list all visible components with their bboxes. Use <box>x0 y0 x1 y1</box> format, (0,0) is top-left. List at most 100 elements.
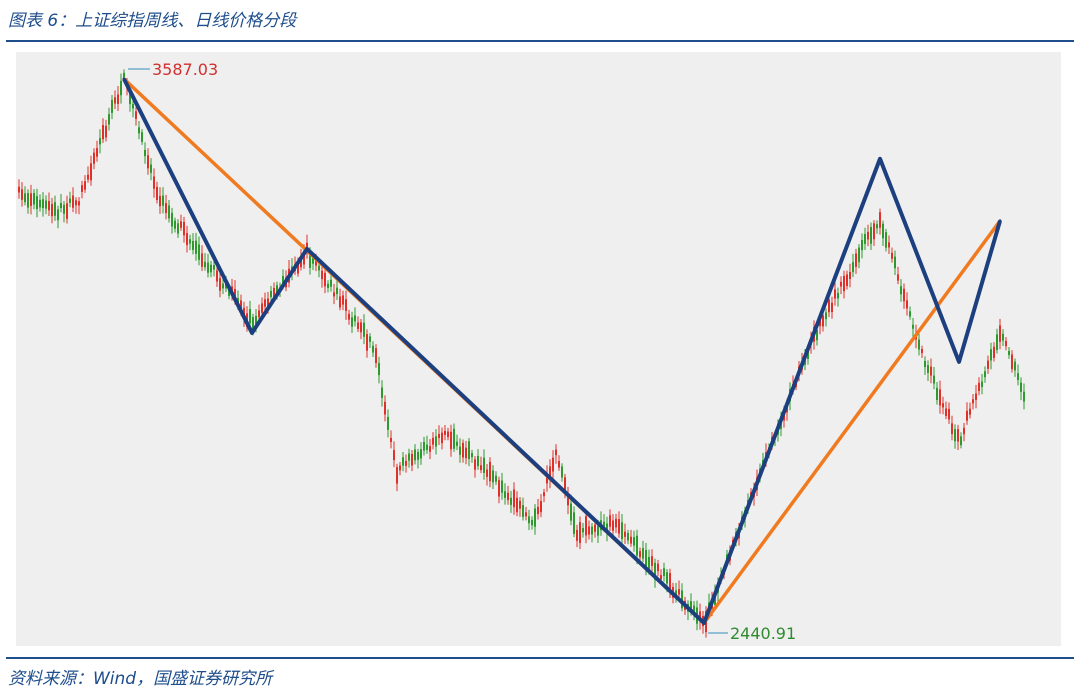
source-note: 资料来源：Wind，国盛证券研究所 <box>8 669 273 689</box>
candle-body <box>930 366 932 376</box>
candle-body <box>945 408 947 416</box>
candle-body <box>72 195 74 208</box>
candle-body <box>327 283 329 288</box>
candle-body <box>447 431 449 438</box>
chart-area: 3587.03 2440.91 <box>16 52 1061 646</box>
candle-body <box>843 275 845 292</box>
candle-body <box>573 512 575 534</box>
candle-body <box>273 287 275 298</box>
candle-body <box>693 605 695 612</box>
candle-body <box>477 455 479 467</box>
candle-body <box>906 300 908 309</box>
candle-body <box>204 261 206 268</box>
candle-body <box>66 203 68 219</box>
candle-body <box>321 270 323 280</box>
candle-body <box>489 461 491 482</box>
candle-body <box>60 202 62 209</box>
candle-body <box>540 501 542 513</box>
candle-body <box>480 465 482 471</box>
candle-body <box>105 125 107 138</box>
candle-body <box>558 460 560 468</box>
candle-body <box>33 192 35 205</box>
candle-body <box>948 408 950 420</box>
candle-body <box>396 467 398 484</box>
candle-body <box>522 505 524 517</box>
annotation-group: 3587.03 2440.91 <box>128 60 796 643</box>
candle-body <box>954 429 956 442</box>
candle-body <box>984 371 986 378</box>
candle-body <box>141 132 143 142</box>
daily-segment-line <box>122 78 1002 625</box>
candle-body <box>621 522 623 540</box>
candle-body <box>147 155 149 169</box>
candle-body <box>432 437 434 445</box>
candle-body <box>438 434 440 439</box>
candle-body <box>807 351 809 359</box>
candle-body <box>363 322 365 337</box>
candle-body <box>591 526 593 535</box>
candle-body <box>630 536 632 544</box>
candle-body <box>468 441 470 460</box>
candle-body <box>165 203 167 213</box>
candle-body <box>924 360 926 368</box>
candle-body <box>639 551 641 558</box>
candle-body <box>135 111 137 119</box>
candle-body <box>27 193 29 208</box>
candle-body <box>111 99 113 113</box>
candle-body <box>48 200 50 211</box>
candle-body <box>93 152 95 164</box>
candle-body <box>96 148 98 157</box>
candle-body <box>417 452 419 460</box>
candle-body <box>972 399 974 404</box>
candle-body <box>885 232 887 248</box>
candle-body <box>267 298 269 307</box>
candle-body <box>894 256 896 269</box>
candle-body <box>876 224 878 229</box>
candle-body <box>21 189 23 200</box>
candle-body <box>654 562 656 580</box>
candle-body <box>576 529 578 541</box>
candle-body <box>405 460 407 466</box>
candle-body <box>378 363 380 376</box>
candle-body <box>369 336 371 342</box>
candle-body <box>453 428 455 449</box>
candle-body <box>429 446 431 452</box>
candle-body <box>153 176 155 189</box>
candle-body <box>534 508 536 527</box>
candle-body <box>624 531 626 537</box>
candle-body <box>330 279 332 287</box>
candle-body <box>441 432 443 444</box>
candle-body <box>849 271 851 280</box>
candle-body <box>63 204 65 214</box>
candle-body <box>1023 391 1025 402</box>
candle-body <box>318 265 320 271</box>
candle-body <box>180 221 182 228</box>
candle-body <box>642 548 644 559</box>
candle-body <box>960 436 962 446</box>
candle-body <box>375 348 377 364</box>
candle-body <box>324 272 326 287</box>
candle-body <box>564 477 566 493</box>
candle-body <box>336 287 338 295</box>
candle-body <box>846 274 848 287</box>
candle-body <box>588 526 590 535</box>
candle-body <box>42 199 44 209</box>
candle-body <box>579 522 581 544</box>
candle-body <box>57 209 59 221</box>
candle-body <box>606 523 608 533</box>
candle-body <box>297 262 299 274</box>
candle-body <box>990 349 992 361</box>
candle-body <box>201 253 203 267</box>
candle-body <box>870 226 872 244</box>
candle-body <box>345 299 347 311</box>
candle-body <box>627 532 629 541</box>
candle-body <box>18 186 20 193</box>
candle-body <box>240 300 242 311</box>
candle-body <box>864 234 866 244</box>
candle-body <box>513 489 515 508</box>
candle-body <box>501 480 503 493</box>
candle-body <box>261 303 263 313</box>
candle-body <box>678 589 680 595</box>
candle-body <box>927 365 929 373</box>
candle-body <box>75 200 77 206</box>
